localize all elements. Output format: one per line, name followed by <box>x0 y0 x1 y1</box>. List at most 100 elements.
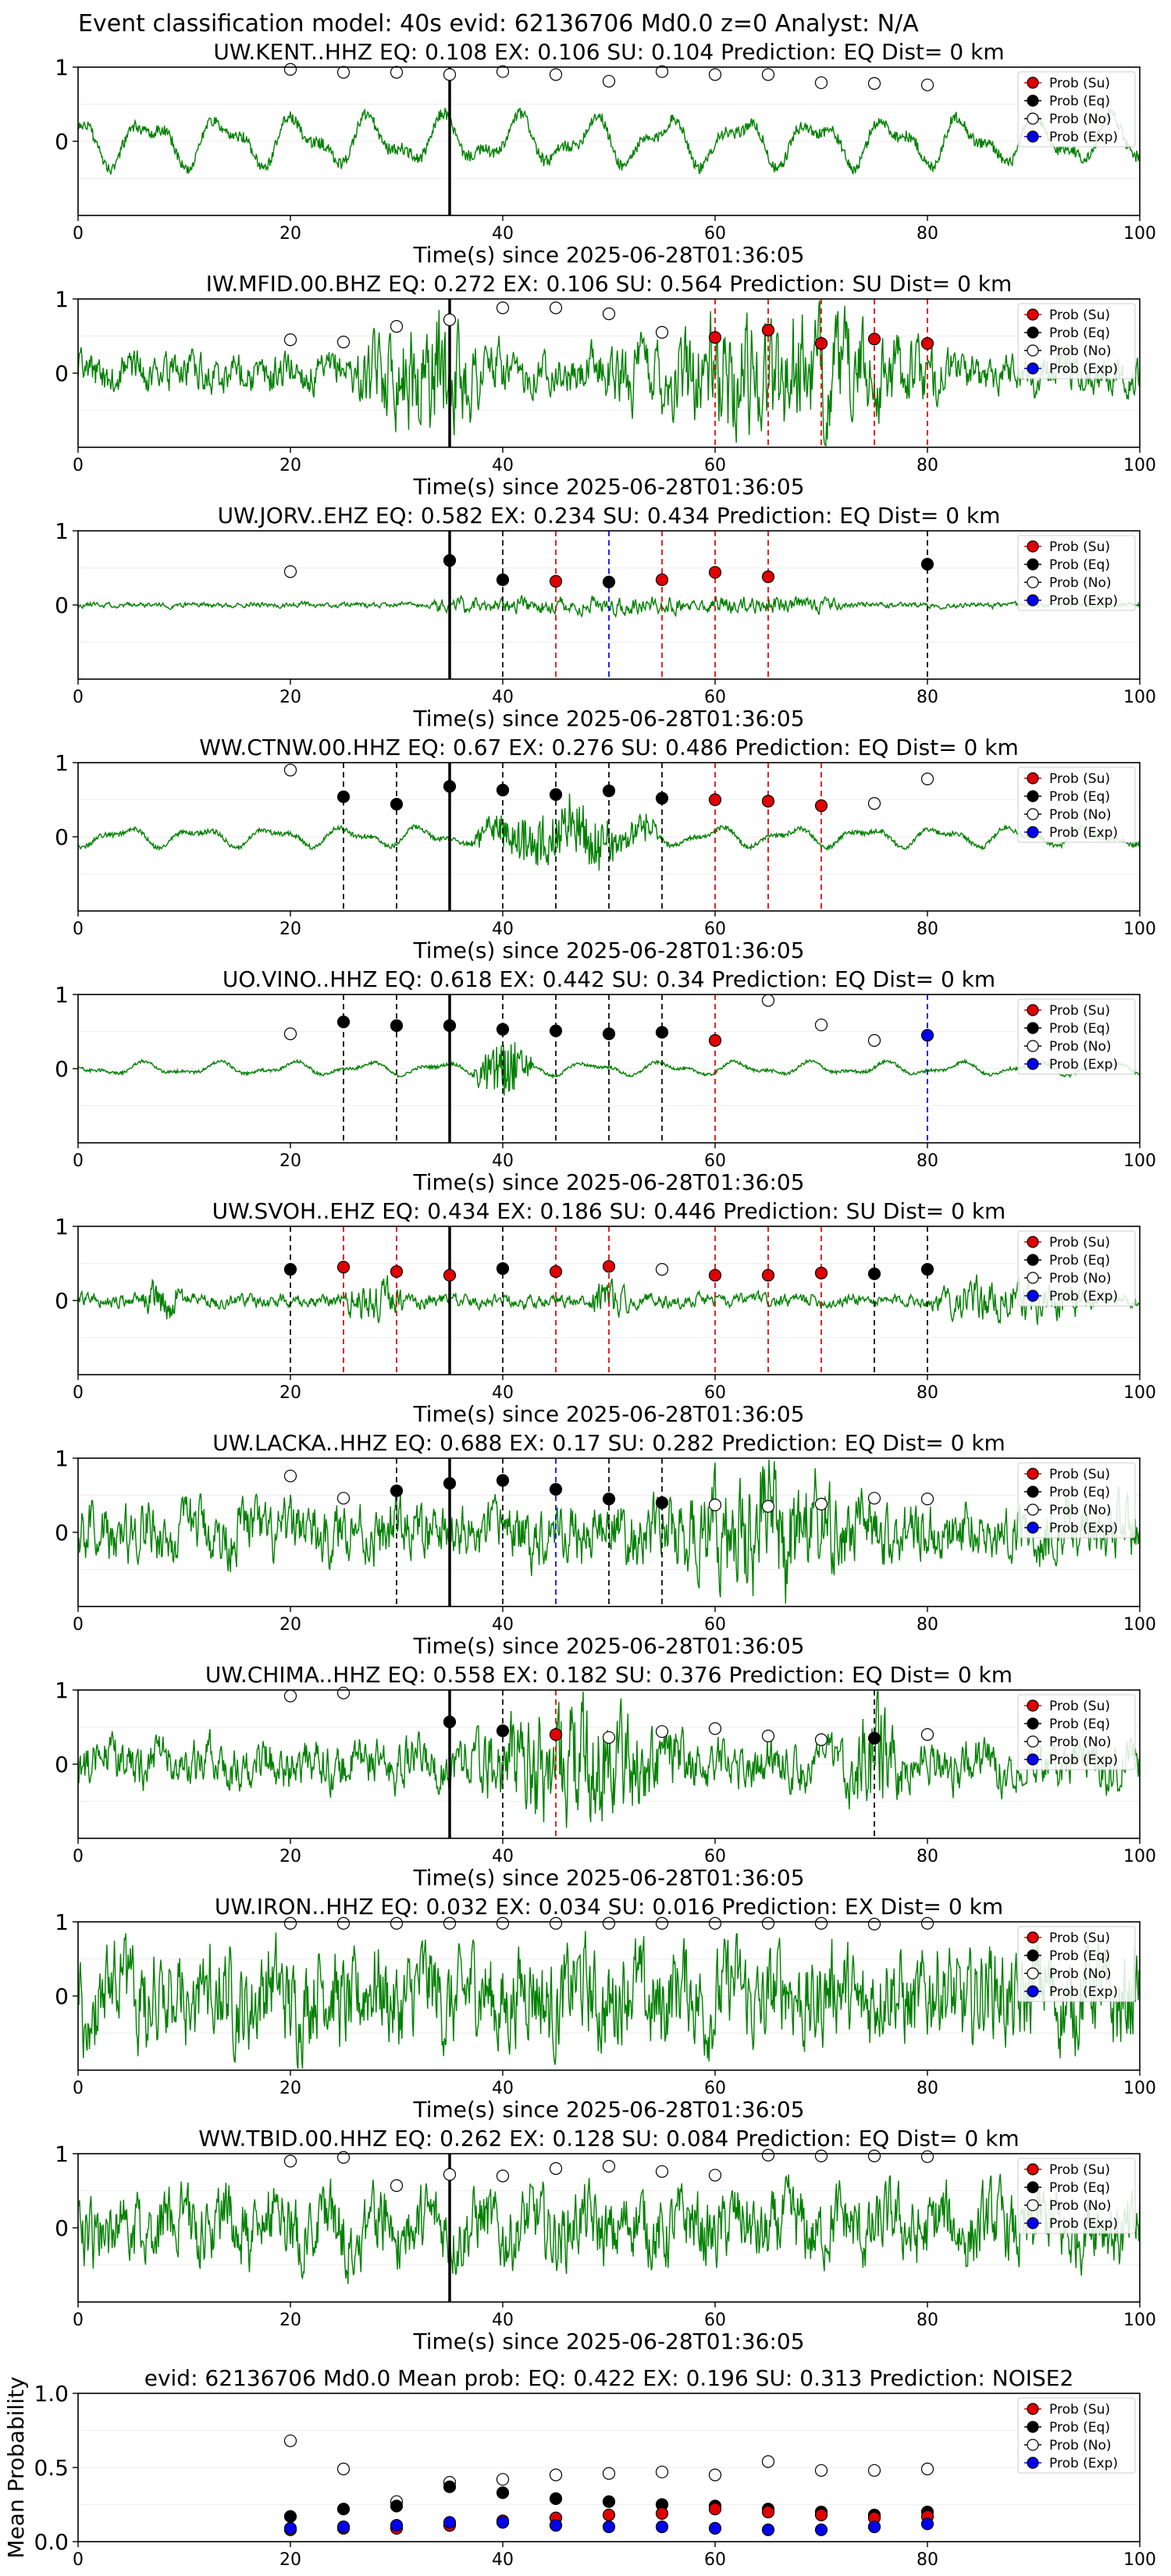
legend: Prob (Su) Prob (Eq) Prob (No) Prob (Exp) <box>1017 767 1136 843</box>
legend-label-exp: Prob (Exp) <box>1049 2456 1118 2471</box>
point-no <box>920 1727 934 1742</box>
legend-label-eq: Prob (Eq) <box>1049 1948 1110 1964</box>
legend-label-eq: Prob (Eq) <box>1049 557 1110 573</box>
point-su <box>761 1268 775 1282</box>
y-tick-label: 0 <box>55 1752 69 1777</box>
point-eq <box>920 557 934 571</box>
point-exp <box>602 2520 616 2534</box>
legend-label-eq: Prob (Eq) <box>1049 94 1110 109</box>
point-eq <box>336 790 351 803</box>
legend-marker-exp <box>1027 2217 1039 2229</box>
point-su <box>814 799 828 813</box>
legend-marker-exp <box>1027 2457 1039 2469</box>
x-axis-label: Time(s) since 2025-06-28T01:36:05 <box>412 2329 804 2354</box>
x-tick-label: 20 <box>279 688 301 707</box>
point-no <box>708 1916 722 1930</box>
point-no <box>867 797 881 810</box>
y-tick-label: 1 <box>55 2141 69 2167</box>
legend-marker-eq <box>1027 2181 1039 2194</box>
point-eq <box>496 1262 510 1276</box>
chart-panel-6: UW.SVOH..EHZ EQ: 0.434 EX: 0.186 SU: 0.4… <box>55 1198 1156 1427</box>
legend-marker-no <box>1027 2199 1039 2211</box>
legend-label-eq: Prob (Eq) <box>1049 1485 1110 1500</box>
point-exp <box>283 2521 297 2535</box>
legend-box <box>1017 1694 1136 1770</box>
x-axis-label: Time(s) since 2025-06-28T01:36:05 <box>412 474 804 500</box>
legend-marker-su <box>1027 540 1039 553</box>
point-exp <box>496 2516 510 2529</box>
point-eq <box>390 798 404 811</box>
point-no <box>814 76 828 90</box>
point-su <box>708 1268 722 1282</box>
point-no <box>814 1916 828 1930</box>
point-no <box>283 2434 297 2447</box>
point-no <box>761 2148 775 2161</box>
point-no <box>708 2169 722 2182</box>
x-tick-label: 80 <box>917 688 938 707</box>
x-tick-label: 80 <box>917 2079 938 2098</box>
point-no <box>443 1916 457 1930</box>
x-axis-label: Time(s) since 2025-06-28T01:36:05 <box>412 242 804 268</box>
point-exp <box>549 2519 563 2532</box>
point-no <box>283 62 297 76</box>
x-tick-label: 60 <box>704 2550 726 2570</box>
point-no <box>549 2161 563 2176</box>
point-eq <box>549 1482 563 1496</box>
point-eq <box>496 2486 510 2500</box>
chart-title: evid: 62136706 Md0.0 Mean prob: EQ: 0.42… <box>144 2365 1074 2391</box>
x-tick-label: 40 <box>492 2311 514 2330</box>
chart-title: WW.TBID.00.HHZ EQ: 0.262 EX: 0.128 SU: 0… <box>198 2126 1019 2151</box>
x-tick-label: 0 <box>73 2311 84 2330</box>
legend-label-exp: Prob (Exp) <box>1049 1521 1118 1536</box>
chart-panel-5: UO.VINO..HHZ EQ: 0.618 EX: 0.442 SU: 0.3… <box>55 966 1156 1195</box>
legend-label-no: Prob (No) <box>1049 343 1112 359</box>
point-eq <box>336 1016 351 1029</box>
point-no <box>549 2468 563 2482</box>
point-eq <box>283 1262 297 1276</box>
x-tick-label: 60 <box>704 1847 726 1866</box>
x-tick-label: 0 <box>73 2550 84 2570</box>
point-no <box>920 78 934 91</box>
x-axis-label: Time(s) since 2025-06-28T01:36:05 <box>412 1401 804 1427</box>
point-no <box>549 1916 563 1930</box>
point-no <box>283 1916 297 1930</box>
point-no <box>814 1733 828 1746</box>
waveform <box>77 2173 1141 2285</box>
chart-panel-9: UW.IRON..HHZ EQ: 0.032 EX: 0.034 SU: 0.0… <box>55 1894 1156 2122</box>
legend: Prob (Su) Prob (Eq) Prob (No) Prob (Exp) <box>1017 535 1136 611</box>
x-tick-label: 40 <box>492 1383 514 1403</box>
legend-label-no: Prob (No) <box>1049 1039 1112 1055</box>
point-no <box>496 65 510 78</box>
x-tick-label: 0 <box>73 2079 84 2098</box>
legend-label-no: Prob (No) <box>1049 1735 1112 1750</box>
x-tick-label: 20 <box>279 1383 301 1403</box>
point-no <box>283 763 297 777</box>
waveform <box>77 108 1141 176</box>
x-tick-label: 60 <box>704 1151 726 1171</box>
point-eq <box>655 792 669 805</box>
point-no <box>283 1027 297 1041</box>
x-tick-label: 100 <box>1123 1615 1156 1635</box>
legend-label-su: Prob (Su) <box>1049 1235 1110 1251</box>
point-eq <box>867 1267 881 1280</box>
legend-label-eq: Prob (Eq) <box>1049 1253 1110 1268</box>
point-eq <box>443 2480 457 2493</box>
legend-marker-su <box>1027 1468 1039 1480</box>
legend: Prob (Su) Prob (Eq) Prob (No) Prob (Exp) <box>1017 303 1136 379</box>
x-tick-label: 60 <box>704 224 726 244</box>
x-tick-label: 20 <box>279 224 301 244</box>
legend-marker-eq <box>1027 1949 1039 1962</box>
legend-label-su: Prob (Su) <box>1049 1003 1110 1019</box>
point-su <box>549 575 563 588</box>
legend-label-eq: Prob (Eq) <box>1049 2180 1110 2196</box>
point-no <box>390 1916 404 1930</box>
point-no <box>814 2464 828 2477</box>
point-su <box>761 2505 775 2519</box>
legend: Prob (Su) Prob (Eq) Prob (No) Prob (Exp) <box>1017 1926 1136 2002</box>
point-su <box>708 331 722 344</box>
legend-label-su: Prob (Su) <box>1049 1930 1110 1946</box>
point-no <box>336 2462 351 2475</box>
legend-marker-su <box>1027 1931 1039 1944</box>
x-tick-label: 100 <box>1123 2311 1156 2330</box>
